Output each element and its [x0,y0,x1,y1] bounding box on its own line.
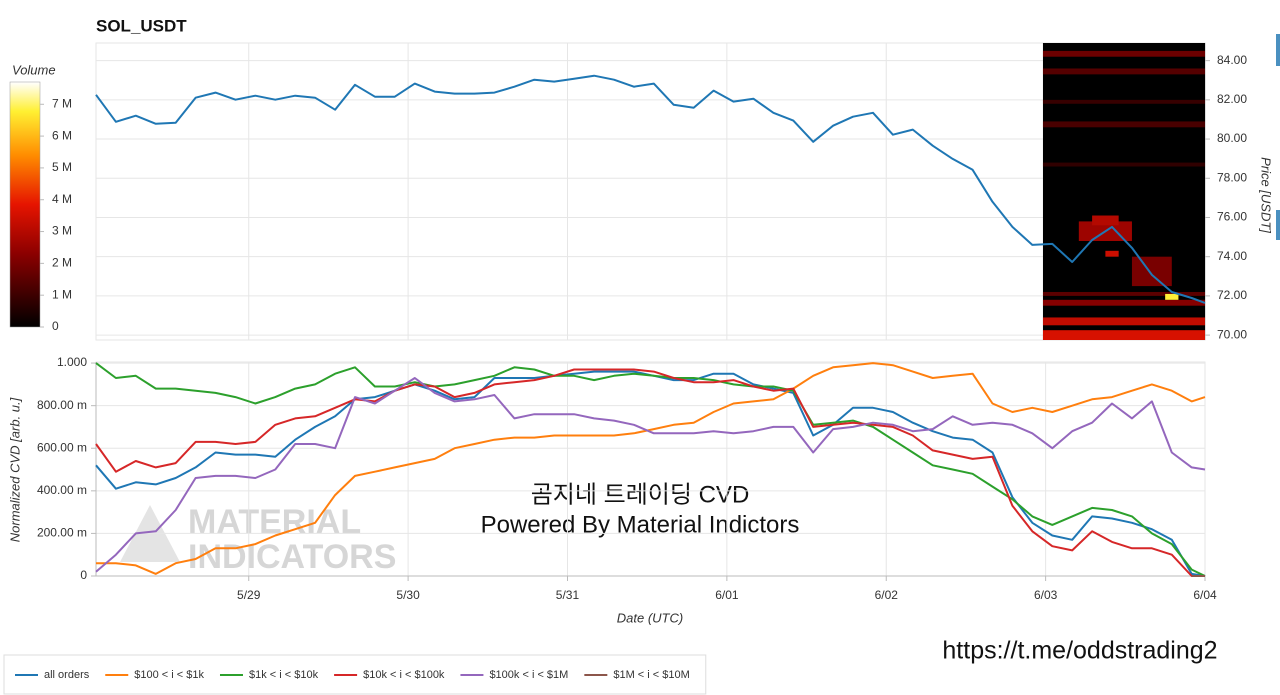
heatmap-cell [1042,68,1205,75]
heatmap-cell [1092,215,1119,226]
heatmap-cell [1042,50,1205,57]
colorbar-tick-label: 2 M [52,256,72,270]
y-tick-label: 84.00 [1217,53,1247,67]
x-tick-label: 6/02 [875,588,899,602]
heatmap-cell [1042,99,1205,104]
series-line [95,368,1205,577]
y-tick-label: 800.00 m [37,398,87,412]
series-line [95,362,1206,577]
x-tick-label: 6/04 [1193,588,1217,602]
chart-title: SOL_USDT [96,16,187,35]
y-tick-label: 78.00 [1217,170,1247,184]
x-tick-label: 6/01 [715,588,739,602]
y-tick-label: 80.00 [1217,131,1247,145]
heatmap-cell [1042,317,1205,326]
x-tick-label: 5/29 [237,588,261,602]
heatmap-cell [1131,256,1172,287]
colorbar-label: Volume [12,62,56,77]
colorbar-tick-label: 3 M [52,224,72,238]
y-tick-label: 74.00 [1217,249,1247,263]
y-tick-label: 600.00 m [37,440,87,454]
heatmap-cell [1105,250,1119,257]
legend-label: $10k < i < $100k [363,669,445,681]
colorbar-tick-label: 0 [52,319,59,333]
colorbar-tick-label: 6 M [52,128,72,142]
heatmap-cell [1042,291,1205,296]
y-tick-label: 1.000 [57,355,87,369]
legend-label: $100k < i < $1M [489,669,568,681]
y-tick-label: 0 [80,568,87,582]
series-line [96,362,1206,575]
heatmap-cell [1042,121,1205,128]
annotation: Powered By Material Indictors [481,511,800,538]
heatmap-cell [1165,293,1179,300]
legend-label: $100 < i < $1k [134,669,204,681]
y-tick-label: 72.00 [1217,288,1247,302]
x-tick-label: 6/03 [1034,588,1058,602]
watermark: MATERIAL [188,503,361,541]
legend-label: $1M < i < $10M [613,669,689,681]
y-tick-label: 76.00 [1217,210,1247,224]
x-tick-label: 5/31 [556,588,580,602]
heatmap-cell [1042,162,1205,167]
series-line [95,377,1206,573]
legend: all orders $100 < i < $1k $1k < i < $10k $1… [3,654,707,695]
heatmap-cell [1042,299,1205,306]
heatmap-cell [1042,330,1205,340]
x-tick-label: 5/30 [396,588,420,602]
series-line [95,74,1206,304]
edge-marker [1276,34,1280,66]
y-axis-title: Normalized CVD [arb. u.] [7,397,22,542]
y-tick-label: 70.00 [1217,327,1247,341]
x-axis-title: Date (UTC) [617,610,683,625]
annotation: 곰지네 트레이딩 CVD [531,481,750,508]
y-tick-label: 200.00 m [37,526,87,540]
colorbar [9,81,41,328]
colorbar-tick-label: 5 M [52,160,72,174]
edge-marker [1276,210,1280,240]
colorbar-tick-label: 1 M [52,287,72,301]
legend-label: $1k < i < $10k [249,669,319,681]
colorbar-tick-label: 7 M [52,96,72,110]
y-tick-label: 400.00 m [37,483,87,497]
heatmap-background [1042,43,1205,340]
y-tick-label: 82.00 [1217,92,1247,106]
watermark: INDICATORS [188,538,396,576]
y-axis-title: Price [USDT] [1259,157,1274,233]
legend-label: all orders [44,669,90,681]
colorbar-tick-label: 4 M [52,192,72,206]
link-text: https://t.me/oddstrading2 [942,637,1217,665]
